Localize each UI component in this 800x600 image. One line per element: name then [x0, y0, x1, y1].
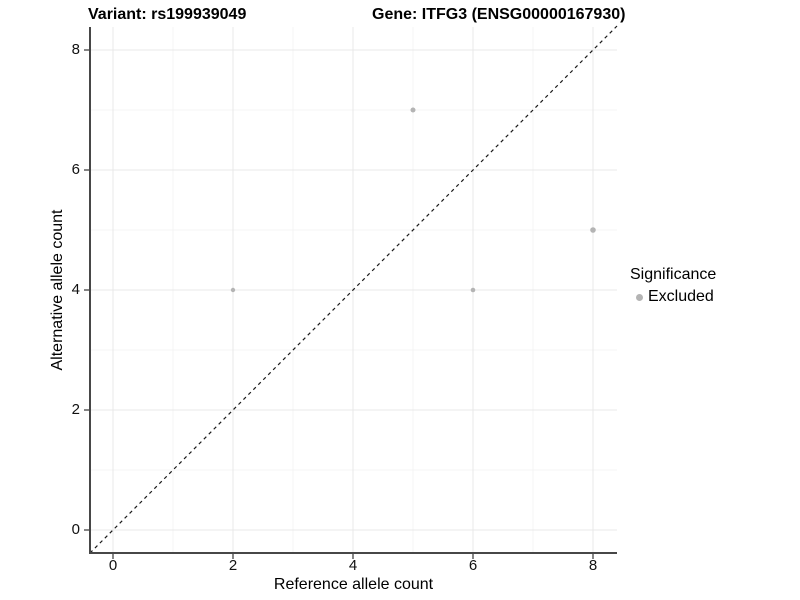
plot-title-variant: Variant: rs199939049 — [88, 6, 247, 23]
legend-item-excluded: Excluded — [630, 288, 716, 306]
plot-title-gene: Gene: ITFG3 (ENSG00000167930) — [372, 6, 626, 23]
identity-line — [89, 25, 618, 554]
x-tick-label: 0 — [108, 557, 118, 574]
data-point — [590, 227, 596, 233]
legend-item-label: Excluded — [648, 288, 714, 305]
legend-point-icon — [636, 293, 643, 301]
y-tick-label: 6 — [71, 161, 80, 178]
y-tick-label: 0 — [71, 521, 80, 538]
legend-title: Significance — [630, 266, 717, 283]
y-tick-label: 4 — [71, 281, 80, 298]
x-tick-label: 4 — [348, 557, 358, 574]
legend: Significance Excluded — [630, 266, 716, 306]
x-axis-title: Reference allele count — [273, 576, 434, 593]
y-axis-title: Alternative allele count — [49, 209, 66, 371]
x-tick-label: 8 — [588, 557, 598, 574]
x-tick-label: 2 — [228, 557, 238, 574]
data-point — [410, 107, 416, 113]
data-point — [230, 287, 236, 293]
y-tick-label: 8 — [71, 41, 80, 58]
data-point — [470, 287, 476, 293]
x-tick-label: 6 — [468, 557, 478, 574]
y-tick-label: 2 — [71, 401, 80, 418]
